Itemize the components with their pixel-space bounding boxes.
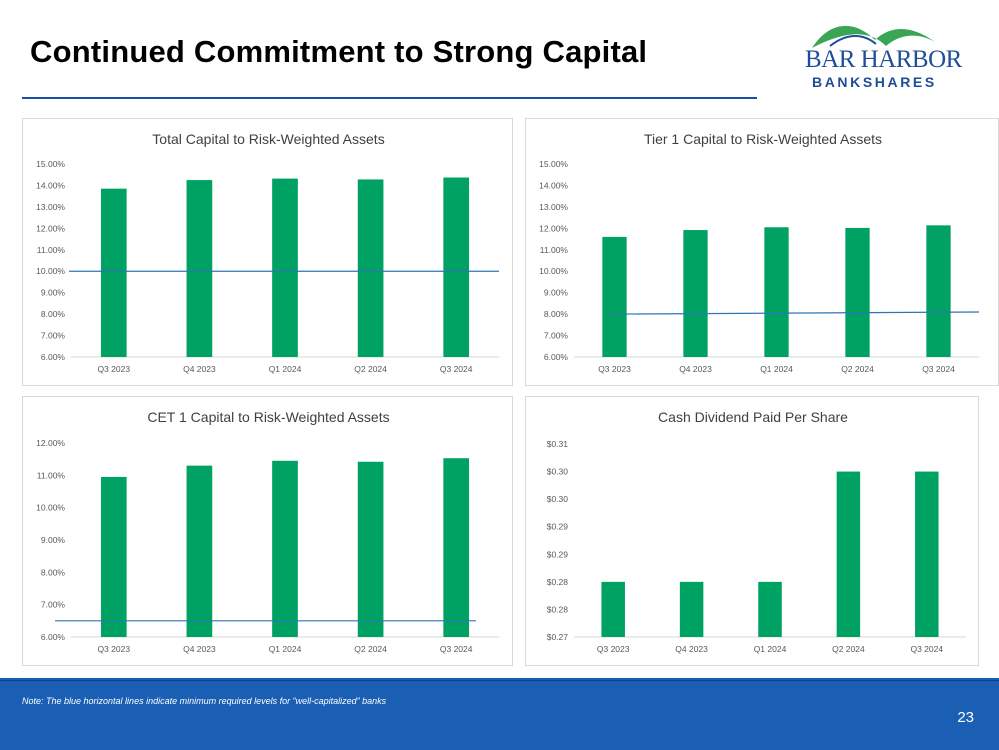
bar [601, 581, 625, 637]
x-tick-label: Q4 2023 [679, 364, 712, 374]
y-tick-label: $0.28 [547, 604, 569, 614]
y-tick-label: 8.00% [41, 309, 66, 319]
chart-panel-dividend: Cash Dividend Paid Per Share $0.27 $0.28 $0… [525, 396, 979, 666]
y-tick-label: $0.29 [547, 522, 569, 532]
y-tick-label: 11.00% [540, 245, 569, 255]
x-tick-label: Q3 2023 [597, 644, 630, 654]
y-tick-label: 11.00% [37, 470, 66, 480]
x-tick-label: Q1 2024 [269, 644, 302, 654]
chart-tier1-capital: Tier 1 Capital to Risk-Weighted Assets 6.… [539, 131, 980, 374]
bar [357, 179, 384, 357]
x-tick-label: Q3 2023 [97, 644, 130, 654]
y-tick-label: 13.00% [539, 202, 568, 212]
chart-title: CET 1 Capital to Risk-Weighted Assets [147, 409, 389, 425]
y-tick-label: 12.00% [539, 223, 568, 233]
chart-title: Tier 1 Capital to Risk-Weighted Assets [644, 131, 882, 147]
x-tick-label: Q3 2023 [97, 364, 130, 374]
y-tick-label: $0.30 [547, 467, 569, 477]
bar [764, 227, 789, 357]
logo-name: BAR HARBOR [805, 46, 962, 73]
bar [845, 227, 870, 357]
y-tick-label: $0.30 [547, 494, 569, 504]
y-tick-label: $0.31 [547, 439, 569, 449]
y-tick-label: 7.00% [41, 331, 66, 341]
bar [836, 471, 861, 637]
x-tick-label: Q3 2024 [922, 364, 955, 374]
bar [758, 581, 782, 637]
x-tick-label: Q2 2024 [354, 364, 387, 374]
y-tick-label: 10.00% [36, 503, 65, 513]
footnote: Note: The blue horizontal lines indicate… [22, 696, 387, 706]
y-tick-label: 15.00% [36, 159, 65, 169]
bar [100, 188, 127, 357]
y-tick-label: 11.00% [37, 245, 66, 255]
y-tick-label: 14.00% [36, 180, 65, 190]
chart-cet1-capital: CET 1 Capital to Risk-Weighted Assets 6.0… [36, 409, 499, 654]
bar-harbor-logo-icon [812, 25, 935, 48]
y-tick-label: $0.29 [547, 549, 569, 559]
x-tick-label: Q2 2024 [354, 644, 387, 654]
bar [272, 178, 298, 357]
logo-subname: BANKSHARES [812, 74, 937, 90]
bar [357, 461, 384, 637]
x-tick-label: Q3 2024 [440, 644, 473, 654]
x-tick-label: Q2 2024 [841, 364, 874, 374]
y-tick-label: 9.00% [544, 288, 569, 298]
page-number: 23 [957, 709, 974, 726]
bar [443, 458, 470, 637]
chart-title: Cash Dividend Paid Per Share [658, 409, 848, 425]
bar [186, 180, 213, 357]
x-tick-label: Q3 2024 [440, 364, 473, 374]
y-tick-label: 10.00% [36, 266, 65, 276]
chart-panel-total-capital: Total Capital to Risk-Weighted Assets 6.0… [22, 118, 513, 386]
bar [926, 225, 951, 357]
bar [272, 460, 298, 637]
chart-dividend: Cash Dividend Paid Per Share $0.27 $0.28 $0… [547, 409, 966, 654]
bar [915, 471, 939, 637]
y-tick-label: 6.00% [544, 352, 569, 362]
bar [443, 177, 470, 357]
y-tick-label: $0.28 [547, 577, 569, 587]
chart-title: Total Capital to Risk-Weighted Assets [152, 131, 384, 147]
x-tick-label: Q3 2023 [598, 364, 631, 374]
footer-bar [0, 678, 999, 750]
y-tick-label: 7.00% [544, 331, 569, 341]
x-tick-label: Q1 2024 [760, 364, 793, 374]
y-tick-label: 8.00% [41, 567, 66, 577]
chart-total-capital: Total Capital to Risk-Weighted Assets 6.0… [36, 131, 499, 374]
y-tick-label: 13.00% [36, 202, 65, 212]
chart-panel-tier1-capital: Tier 1 Capital to Risk-Weighted Assets 6.… [525, 118, 999, 386]
x-tick-label: Q4 2023 [183, 644, 216, 654]
bar [683, 230, 708, 357]
y-tick-label: 14.00% [539, 180, 568, 190]
y-tick-label: 12.00% [36, 438, 65, 448]
x-tick-label: Q2 2024 [832, 644, 865, 654]
threshold-line [609, 311, 980, 315]
footer-divider [0, 680, 999, 681]
bar [100, 476, 127, 637]
y-tick-label: 15.00% [539, 159, 568, 169]
page-title: Continued Commitment to Strong Capital [30, 34, 648, 69]
title-divider [22, 97, 757, 99]
chart-panel-cet1-capital: CET 1 Capital to Risk-Weighted Assets 6.0… [22, 396, 513, 666]
y-tick-label: $0.27 [547, 632, 569, 642]
x-tick-label: Q1 2024 [269, 364, 302, 374]
x-tick-label: Q4 2023 [183, 364, 216, 374]
bar [679, 581, 704, 637]
bar [186, 465, 213, 637]
y-tick-label: 6.00% [41, 632, 66, 642]
x-tick-label: Q3 2024 [910, 644, 943, 654]
y-tick-label: 9.00% [41, 288, 66, 298]
y-tick-label: 9.00% [41, 535, 66, 545]
y-tick-label: 8.00% [544, 309, 569, 319]
y-tick-label: 7.00% [41, 600, 66, 610]
x-tick-label: Q4 2023 [675, 644, 708, 654]
y-tick-label: 12.00% [36, 223, 65, 233]
y-tick-label: 10.00% [539, 266, 568, 276]
bar [602, 236, 627, 357]
x-tick-label: Q1 2024 [754, 644, 787, 654]
y-tick-label: 6.00% [41, 352, 66, 362]
